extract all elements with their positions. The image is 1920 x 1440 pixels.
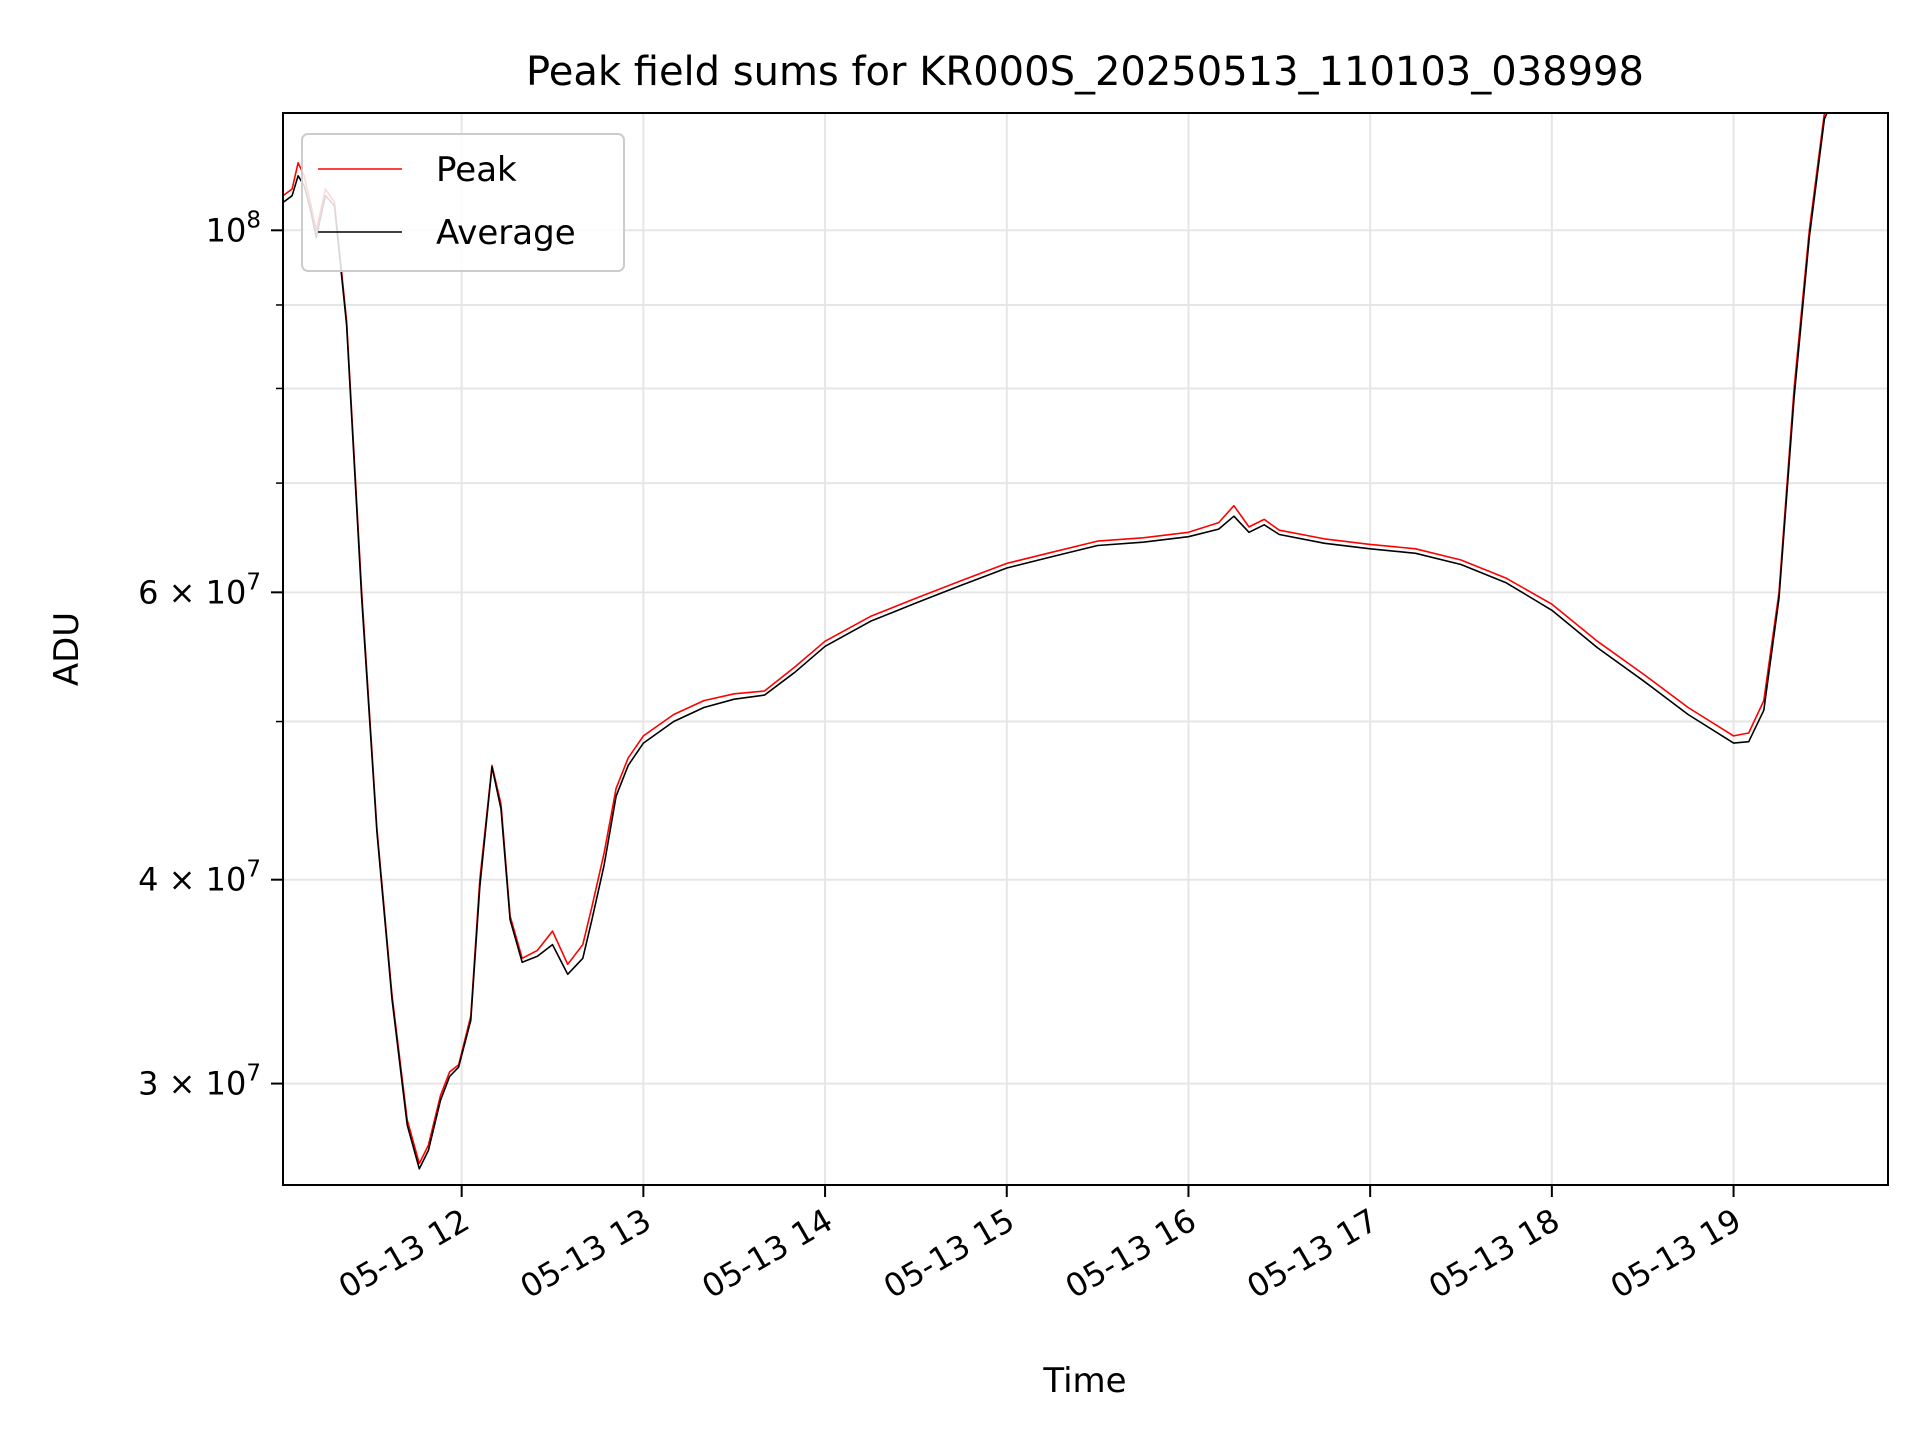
y-axis-label: ADU <box>47 612 87 686</box>
y-tick-label-exponent: 8 <box>246 207 261 233</box>
y-tick-label: 6 × 107 <box>138 569 261 611</box>
y-tick-label-base: 3 × 10 <box>138 1065 246 1103</box>
plot-frame <box>282 112 1889 1186</box>
series-layer <box>283 113 1828 1170</box>
x-axis-label: Time <box>1042 1361 1126 1401</box>
y-tick-label-base: 4 × 10 <box>138 861 246 899</box>
y-tick-label-base: 10 <box>206 211 247 249</box>
y-tick-label-exponent: 7 <box>246 857 261 883</box>
legend-label-peak: Peak <box>436 150 517 190</box>
y-tick-label-exponent: 7 <box>246 1061 261 1087</box>
y-tick-label-exponent: 7 <box>246 569 261 595</box>
y-tick-label-base: 6 × 10 <box>138 573 246 611</box>
series-line-average <box>283 113 1828 1170</box>
legend: Peak Average <box>301 133 625 272</box>
y-tick-label: 108 <box>206 207 261 249</box>
chart-title: Peak field sums for KR000S_20250513_1101… <box>526 49 1644 95</box>
y-tick-label: 3 × 107 <box>138 1061 261 1103</box>
legend-label-average: Average <box>436 213 576 253</box>
y-tick-label: 4 × 107 <box>138 857 261 899</box>
